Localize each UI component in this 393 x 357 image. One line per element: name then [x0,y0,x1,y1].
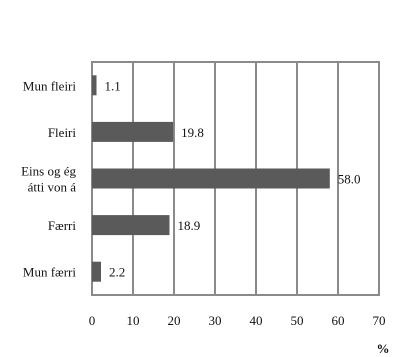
bar [92,215,170,236]
x-tick-label: 10 [127,313,140,328]
category-label: Mun fleiri [23,78,76,93]
data-label: 18.9 [177,218,200,233]
x-tick-label: 20 [168,313,181,328]
x-tick-label: 40 [250,313,263,328]
category-label: Færri [48,218,77,233]
category-label: Mun færri [23,265,76,280]
x-tick-label: 70 [373,313,386,328]
bar [92,121,174,142]
category-label: Eins og ég átti von á [21,164,76,195]
x-tick-labels: 0 10 20 30 40 50 60 70 [89,313,386,328]
data-label: 19.8 [181,125,204,140]
data-label: 1.1 [105,78,121,93]
category-label: Fleiri [48,125,77,140]
bar [92,261,102,282]
bars [92,75,330,282]
x-unit-label: % [377,341,390,356]
data-label: 58.0 [338,172,361,187]
data-labels: 1.1 19.8 58.0 18.9 2.2 [105,78,361,279]
data-label: 2.2 [109,265,125,280]
bar [92,75,97,96]
x-tick-label: 50 [291,313,304,328]
bar [92,168,330,189]
x-tick-label: 30 [209,313,222,328]
x-tick-label: 0 [89,313,96,328]
category-labels: Mun fleiri Fleiri Eins og ég átti von á Færr… [21,78,76,279]
x-tick-label: 60 [332,313,345,328]
